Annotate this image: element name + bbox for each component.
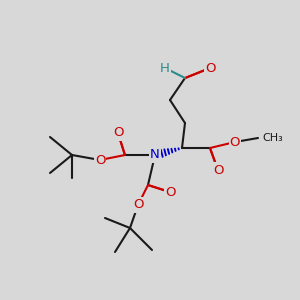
Text: H: H [160, 61, 170, 74]
Text: CH₃: CH₃ [262, 133, 283, 143]
Text: N: N [150, 148, 160, 161]
Text: O: O [205, 61, 215, 74]
Text: O: O [113, 127, 123, 140]
Text: O: O [95, 154, 105, 166]
Text: O: O [213, 164, 223, 176]
Text: O: O [165, 185, 175, 199]
Text: O: O [133, 199, 143, 212]
Text: O: O [230, 136, 240, 148]
